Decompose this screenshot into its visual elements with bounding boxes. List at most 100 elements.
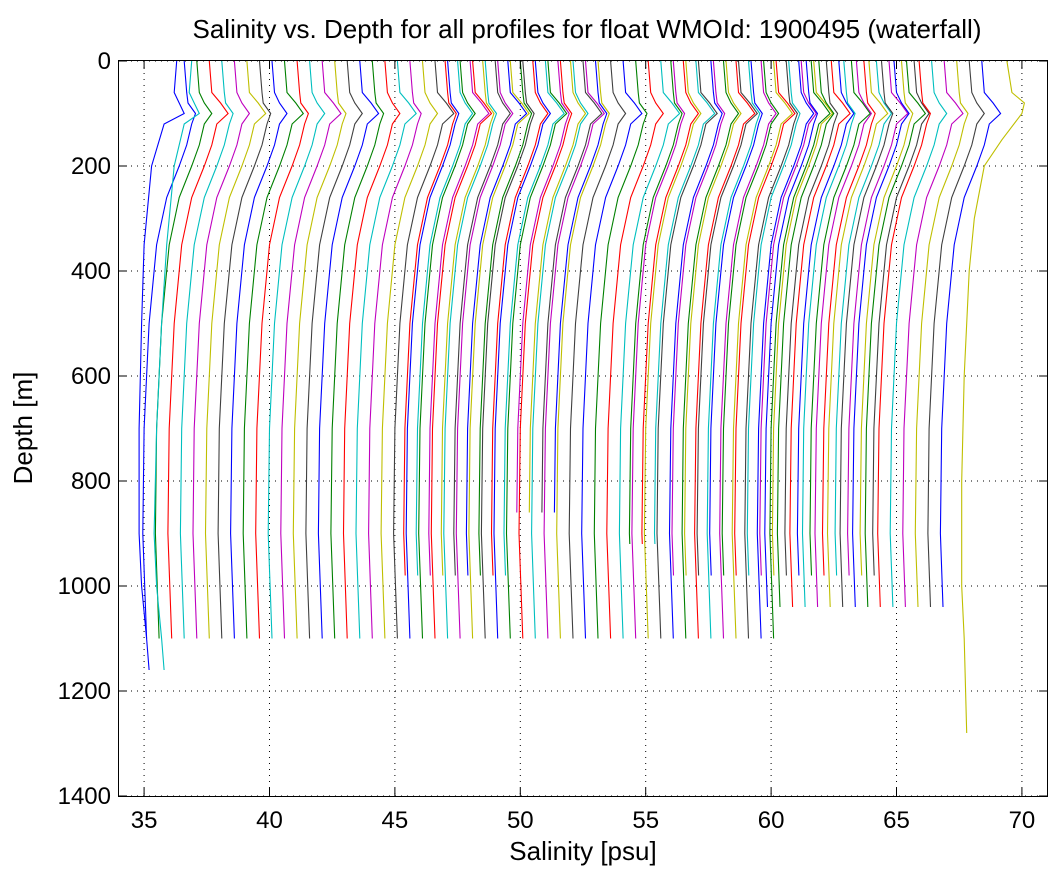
salinity-profile-line (706, 60, 761, 639)
salinity-profile-line (839, 60, 894, 608)
salinity-profile-line (342, 60, 401, 639)
x-tick-label: 65 (883, 807, 910, 834)
salinity-profile-line (653, 60, 716, 545)
salinity-profile-line (440, 60, 495, 576)
salinity-profile-line (709, 60, 763, 576)
salinity-profile-line (721, 60, 780, 576)
salinity-profile-line (821, 60, 876, 576)
salinity-profile-line (771, 60, 834, 576)
salinity-profile-line (776, 60, 835, 608)
salinity-profile-line (556, 60, 610, 639)
salinity-profile-line (503, 60, 565, 576)
y-tick-label: 200 (71, 153, 111, 180)
salinity-profile-line (719, 60, 777, 639)
salinity-profile-line (927, 60, 985, 608)
salinity-profile-line (443, 60, 498, 639)
salinity-profile-line (480, 60, 535, 639)
salinity-profile-line (317, 60, 380, 639)
tick-layer: 35 40 45 50 55 60 65 70 0 200 400 600 800 1000 1200 140… (58, 48, 1047, 834)
salinity-profile-line (541, 60, 603, 513)
x-axis-label: Salinity [psu] (509, 836, 656, 866)
salinity-profile-line (531, 60, 589, 639)
y-tick-label: 1400 (58, 783, 111, 810)
salinity-profile-line (505, 60, 568, 639)
salinity-profile-line (834, 60, 893, 576)
y-tick-label: 400 (71, 258, 111, 285)
salinity-profile-line (631, 60, 686, 639)
salinity-profile-line (478, 60, 533, 576)
salinity-profile-line (142, 60, 197, 639)
salinity-profile-line (872, 60, 930, 576)
salinity-profile-line (593, 60, 648, 639)
y-tick-label: 600 (71, 363, 111, 390)
salinity-profile-line (418, 60, 476, 639)
salinity-profile-line (405, 60, 460, 639)
x-tick-label: 60 (758, 807, 785, 834)
y-tick-label: 1200 (58, 678, 111, 705)
x-tick-label: 55 (632, 807, 659, 834)
salinity-profile-line (581, 60, 643, 639)
salinity-profile-line (217, 60, 272, 639)
salinity-profile-line (543, 60, 606, 639)
salinity-profile-line (428, 60, 490, 576)
salinity-profile-line (684, 60, 742, 576)
salinity-profile-line (153, 60, 201, 671)
salinity-profile-line (292, 60, 347, 639)
salinity-profile-line (731, 60, 794, 639)
salinity-profile-line (393, 60, 455, 639)
salinity-profile-line (355, 60, 417, 639)
salinity-profile-line (796, 60, 855, 576)
salinity-profile-line (516, 60, 570, 513)
salinity-profile-line (628, 60, 683, 545)
salinity-profile-line (641, 60, 700, 545)
series-layer (138, 60, 1026, 734)
salinity-profile-line (468, 60, 530, 639)
salinity-profile-line (643, 60, 702, 639)
y-tick-label: 1000 (58, 573, 111, 600)
salinity-profile-line (606, 60, 664, 639)
salinity-profile-line (756, 60, 815, 639)
salinity-profile-line (138, 60, 185, 671)
salinity-profile-line (330, 60, 385, 639)
salinity-profile-line (403, 60, 457, 576)
salinity-profile-line (734, 60, 796, 576)
salinity-profile-line (280, 60, 342, 639)
salinity-profile-line (493, 60, 552, 639)
salinity-profile-line (826, 60, 889, 608)
x-tick-label: 50 (507, 807, 534, 834)
salinity-profile-line (518, 60, 573, 639)
salinity-profile-line (744, 60, 799, 639)
salinity-profile-line (179, 60, 234, 639)
salinity-profile-line (764, 60, 819, 608)
salinity-profile-line (847, 60, 909, 576)
salinity-profile-line (681, 60, 740, 639)
y-axis-label: Depth [m] (8, 372, 38, 485)
x-tick-label: 35 (131, 807, 158, 834)
salinity-profile-line (618, 60, 681, 639)
salinity-profile-line (380, 60, 439, 639)
salinity-profile-line (696, 60, 759, 576)
salinity-profile-line (668, 60, 723, 639)
salinity-profile-line (368, 60, 422, 639)
salinity-profile-line (759, 60, 817, 576)
x-tick-label: 70 (1009, 807, 1036, 834)
salinity-profile-line (902, 60, 964, 608)
salinity-profile-line (939, 60, 1002, 608)
salinity-profile-line (914, 60, 969, 608)
salinity-profile-line (415, 60, 474, 576)
salinity-profile-line (267, 60, 326, 639)
salinity-profile-line (192, 60, 251, 639)
salinity-profile-line (167, 60, 229, 639)
salinity-profile-line (877, 60, 932, 608)
salinity-profile-line (430, 60, 493, 639)
salinity-profile-line (801, 60, 856, 608)
salinity-profile-line (694, 60, 756, 639)
salinity-profile-line (528, 60, 587, 513)
salinity-profile-line (242, 60, 305, 639)
salinity-profile-line (859, 60, 914, 576)
salinity-profile-line (553, 60, 608, 513)
y-tick-label: 800 (71, 468, 111, 495)
salinity-profile-line (809, 60, 871, 576)
